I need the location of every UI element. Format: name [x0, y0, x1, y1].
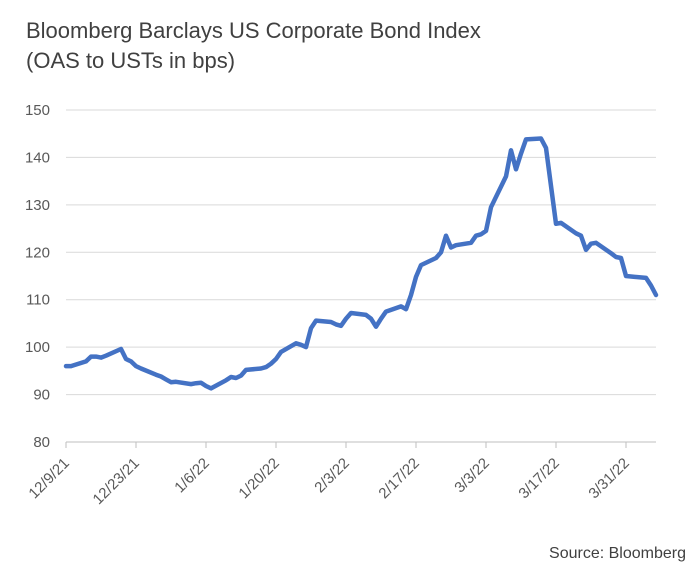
gridlines — [66, 109, 656, 396]
y-tick-label: 150 — [25, 102, 50, 119]
x-tick-labels: 12/9/21 12/23/21 1/6/22 1/20/22 2/3/22 2/17/2… — [25, 455, 632, 508]
y-tick-label: 80 — [33, 434, 50, 451]
x-tick-label: 3/31/22 — [585, 455, 632, 502]
y-tick-label: 110 — [26, 292, 50, 309]
y-tick-label: 130 — [25, 197, 50, 214]
y-tick-label: 100 — [25, 339, 50, 356]
x-tick-label: 12/23/21 — [90, 455, 143, 508]
source-note: Source: Bloomberg — [549, 545, 686, 562]
chart-title: Bloomberg Barclays US Corporate Bond Ind… — [26, 16, 666, 76]
x-tick-label: 3/3/22 — [451, 455, 493, 497]
series-layer — [63, 136, 659, 391]
y-tick-label: 140 — [25, 149, 50, 166]
x-tick-label: 2/17/22 — [375, 455, 422, 502]
x-tick-label: 2/3/22 — [311, 455, 353, 497]
series-line — [63, 136, 659, 391]
x-axis — [65, 441, 656, 448]
x-tick-label: 12/9/21 — [25, 455, 72, 502]
x-tick-label: 1/20/22 — [235, 455, 282, 502]
chart-title-line-1: Bloomberg Barclays US Corporate Bond Ind… — [26, 18, 481, 43]
y-tick-label: 90 — [33, 387, 50, 404]
x-tick-label: 1/6/22 — [171, 455, 213, 497]
y-tick-label: 120 — [25, 244, 50, 261]
x-tick-label: 3/17/22 — [515, 455, 562, 502]
y-tick-labels: 80 90 100 110 120 130 140 150 — [25, 102, 50, 451]
chart-title-line-2: (OAS to USTs in bps) — [26, 48, 236, 73]
